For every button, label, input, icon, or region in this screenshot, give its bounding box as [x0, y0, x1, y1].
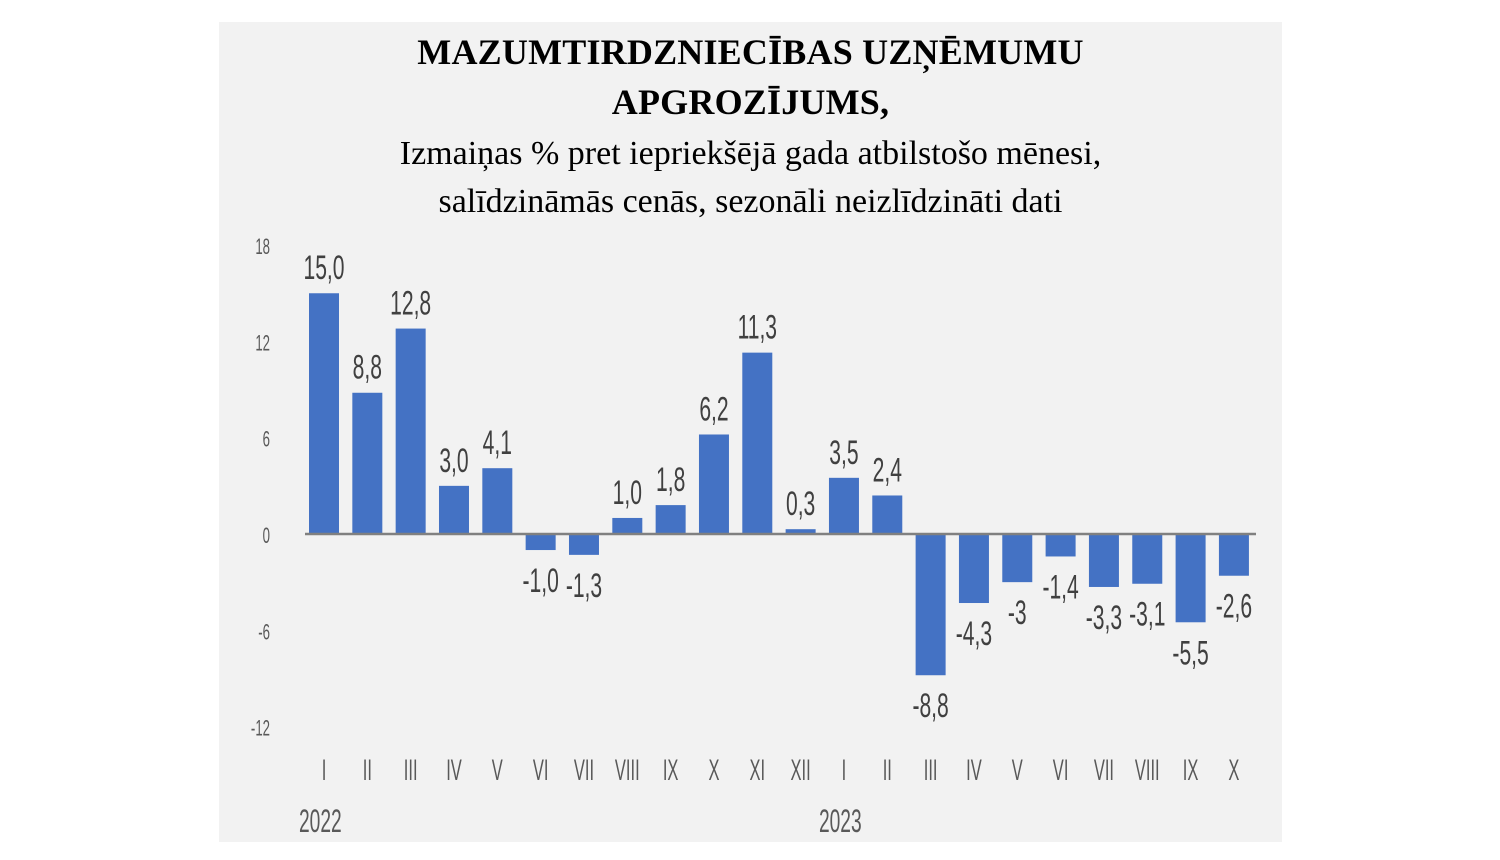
- x-tick-label: VI: [1053, 754, 1069, 787]
- bar: [1132, 534, 1163, 584]
- x-tick-label: III: [404, 754, 418, 787]
- data-label: -1,0: [522, 561, 558, 599]
- x-tick-label: X: [708, 754, 719, 787]
- bar: [785, 529, 816, 534]
- x-tick-label: XI: [750, 754, 766, 787]
- y-tick-label: 6: [263, 427, 270, 451]
- x-tick-label: IX: [663, 754, 679, 787]
- data-label: 12,8: [390, 283, 431, 321]
- data-label: 2,4: [873, 450, 902, 488]
- bar: [1045, 534, 1076, 557]
- chart-title-line1: MAZUMTIRDZNIECĪBAS UZŅĒMUMU: [417, 32, 1084, 72]
- data-label: -1,4: [1042, 567, 1078, 605]
- data-label: 4,1: [483, 423, 512, 461]
- year-labels: 2022 2023: [299, 803, 862, 839]
- y-tick-label: -6: [258, 620, 270, 644]
- bar: [742, 352, 773, 534]
- bar: [482, 468, 513, 534]
- bar: [828, 477, 859, 534]
- x-tick-label: VII: [574, 754, 594, 787]
- data-labels: 15,0 8,8 12,8 3,0 4,1 -1,0 -1,3 1,0 1,8 6,2 11,3 0,…: [304, 248, 1253, 724]
- data-label: -2,6: [1216, 586, 1252, 624]
- x-tick-label: II: [883, 754, 892, 787]
- y-tick-label: -12: [251, 716, 270, 740]
- data-label: -8,8: [912, 686, 948, 724]
- chart-panel: MAZUMTIRDZNIECĪBAS UZŅĒMUMU APGROZĪJUMS,…: [219, 22, 1282, 842]
- chart-title-line2: APGROZĪJUMS,: [611, 82, 890, 122]
- bar: [352, 392, 383, 534]
- x-tick-label: XII: [791, 754, 811, 787]
- bars: [309, 293, 1249, 676]
- data-label: -5,5: [1172, 633, 1208, 671]
- y-tick-label: 0: [263, 524, 270, 548]
- x-tick-label: VII: [1094, 754, 1114, 787]
- bar: [1002, 534, 1033, 583]
- bar: [612, 517, 643, 534]
- x-tick-label: I: [842, 754, 847, 787]
- x-tick-label: IX: [1183, 754, 1199, 787]
- data-label: 11,3: [738, 307, 777, 345]
- chart-subtitle-line1: Izmaiņas % pret iepriekšējā gada atbilst…: [399, 135, 1102, 172]
- bar: [698, 434, 729, 534]
- year-label: 2022: [299, 803, 342, 839]
- x-tick-label: X: [1228, 754, 1239, 787]
- x-tick-label: V: [492, 754, 504, 787]
- bar: [958, 534, 989, 604]
- y-tick-label: 18: [255, 235, 270, 259]
- data-label: -3,1: [1129, 595, 1165, 633]
- data-label: 1,8: [656, 460, 685, 498]
- bar: [1088, 534, 1119, 587]
- bar: [1175, 534, 1206, 623]
- chart-subtitle-line2: salīdzināmās cenās, sezonāli neizlīdzinā…: [438, 183, 1063, 220]
- data-label: 1,0: [613, 473, 642, 511]
- x-tick-label: IV: [446, 754, 462, 787]
- data-label: -3: [1008, 593, 1027, 631]
- bar: [655, 505, 686, 534]
- x-tick-label: II: [363, 754, 372, 787]
- data-label: 8,8: [353, 348, 382, 386]
- bar: [1218, 534, 1249, 576]
- bar: [309, 293, 339, 534]
- data-label: 0,3: [786, 484, 815, 522]
- x-tick-label: V: [1012, 754, 1024, 787]
- x-tick-label: I: [322, 754, 327, 787]
- x-tick-label: VIII: [615, 754, 640, 787]
- y-axis-labels: 18 12 6 0 -6 -12: [251, 235, 270, 741]
- x-tick-label: IV: [966, 754, 982, 787]
- x-axis-labels: I II III IV V VI VII VIII IX X XI XII I II III IV V VI VII…: [322, 754, 1240, 787]
- x-tick-label: VI: [533, 754, 549, 787]
- data-label: 3,5: [829, 433, 858, 471]
- data-label: -4,3: [956, 614, 992, 652]
- bar: [915, 534, 946, 676]
- year-label: 2023: [819, 803, 862, 839]
- bar: [438, 485, 469, 534]
- data-label: -3,3: [1086, 598, 1122, 636]
- bar: [395, 328, 426, 534]
- bar: [525, 534, 556, 551]
- y-tick-label: 12: [255, 331, 270, 355]
- x-tick-label: VIII: [1135, 754, 1160, 787]
- bar: [872, 495, 903, 534]
- data-label: 15,0: [304, 248, 345, 286]
- bar: [568, 534, 599, 555]
- data-label: 3,0: [439, 441, 468, 479]
- x-tick-label: III: [924, 754, 938, 787]
- data-label: -1,3: [566, 566, 602, 604]
- data-label: 6,2: [699, 389, 728, 427]
